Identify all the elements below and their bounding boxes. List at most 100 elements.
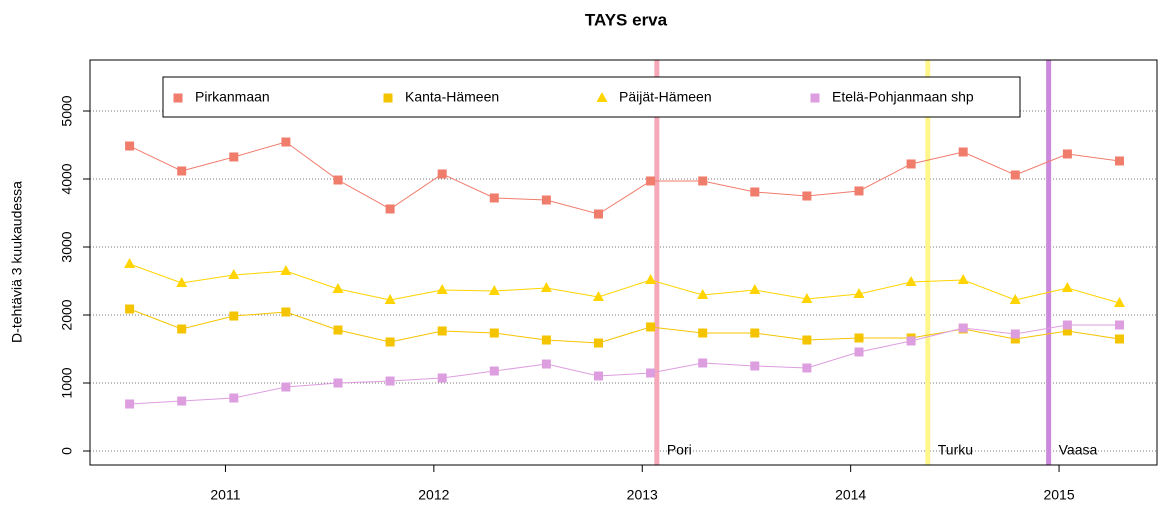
point: [333, 325, 343, 335]
series-line: [129, 141, 1120, 215]
legend-label: Etelä-Pohjanmaan shp: [832, 89, 974, 105]
point: [1114, 320, 1124, 330]
legend-label: Pirkanmaan: [195, 89, 270, 105]
point: [332, 283, 344, 294]
series-line: [129, 308, 1120, 344]
point: [906, 336, 916, 346]
point: [853, 287, 865, 298]
point: [749, 283, 761, 294]
legend-marker: [383, 93, 393, 103]
point: [802, 335, 812, 345]
x-tick-label: 2012: [418, 487, 449, 503]
point: [750, 187, 760, 197]
point: [646, 176, 656, 186]
point: [541, 195, 551, 205]
point: [1009, 293, 1021, 304]
point: [177, 324, 187, 334]
legend-label: Päijät-Hämeen: [619, 89, 712, 105]
point: [437, 373, 447, 383]
point: [125, 141, 135, 151]
point: [177, 396, 187, 406]
point: [645, 273, 657, 284]
point: [697, 289, 709, 300]
plot-frame: [89, 59, 1158, 466]
point: [593, 338, 603, 348]
point: [541, 335, 551, 345]
point: [802, 191, 812, 201]
point: [906, 159, 916, 169]
point: [437, 326, 447, 336]
point: [1061, 281, 1073, 292]
point: [854, 347, 864, 357]
point: [125, 399, 135, 409]
point: [958, 147, 968, 157]
point: [698, 328, 708, 338]
point: [437, 169, 447, 179]
point: [1114, 156, 1124, 166]
event-label: Turku: [938, 442, 973, 458]
y-axis-label: D-tehtäviä 3 kuukaudessa: [9, 181, 25, 343]
point: [1062, 326, 1072, 336]
y-tick-label: 4000: [59, 163, 75, 194]
point: [698, 358, 708, 368]
point: [281, 137, 291, 147]
y-tick-label: 0: [59, 447, 75, 455]
point: [854, 333, 864, 343]
point: [541, 359, 551, 369]
point: [1010, 170, 1020, 180]
series-line: [129, 324, 1120, 405]
point: [385, 337, 395, 347]
x-tick-label: 2013: [627, 487, 658, 503]
point: [1062, 149, 1072, 159]
x-tick-label: 2011: [210, 487, 240, 503]
point: [385, 204, 395, 214]
point: [125, 304, 135, 314]
point: [489, 328, 499, 338]
point: [593, 371, 603, 381]
point: [646, 368, 656, 378]
point: [958, 323, 968, 333]
event-label: Vaasa: [1059, 442, 1098, 458]
point: [540, 281, 552, 292]
point: [905, 276, 917, 287]
point: [593, 209, 603, 219]
point: [281, 382, 291, 392]
y-tick-label: 2000: [59, 299, 75, 330]
point: [1113, 297, 1125, 308]
legend-marker: [596, 92, 608, 102]
point: [333, 378, 343, 388]
y-tick-label: 3000: [59, 231, 75, 262]
point: [488, 284, 500, 295]
point: [384, 293, 396, 304]
event-label: Pori: [667, 442, 692, 458]
y-tick-label: 5000: [59, 95, 75, 126]
point: [1062, 320, 1072, 330]
y-tick-label: 1000: [59, 367, 75, 398]
point: [698, 176, 708, 186]
point: [957, 273, 969, 284]
x-tick-label: 2014: [835, 487, 866, 503]
legend-box: [162, 76, 1021, 118]
point: [1114, 334, 1124, 344]
legend-label: Kanta-Hämeen: [405, 89, 499, 105]
point: [229, 311, 239, 321]
point: [750, 328, 760, 338]
point: [592, 290, 604, 301]
point: [436, 283, 448, 294]
point: [229, 393, 239, 403]
point: [489, 193, 499, 203]
point: [281, 307, 291, 317]
point: [228, 269, 240, 280]
chart-title: TAYS erva: [585, 10, 668, 29]
point: [1010, 334, 1020, 344]
point: [750, 361, 760, 371]
point: [124, 257, 136, 268]
point: [229, 152, 239, 162]
point: [177, 166, 187, 176]
point: [1010, 329, 1020, 339]
point: [646, 322, 656, 332]
point: [801, 293, 813, 304]
series-line: [129, 263, 1120, 304]
point: [802, 363, 812, 373]
